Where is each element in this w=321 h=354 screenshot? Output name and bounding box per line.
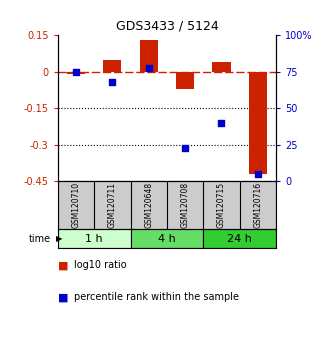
Text: 24 h: 24 h xyxy=(227,234,252,244)
Bar xyxy=(103,60,121,72)
Text: GSM120710: GSM120710 xyxy=(72,182,81,228)
Title: GDS3433 / 5124: GDS3433 / 5124 xyxy=(116,20,218,33)
Text: GSM120715: GSM120715 xyxy=(217,182,226,228)
Bar xyxy=(176,72,194,89)
Text: ■: ■ xyxy=(58,292,68,302)
Text: percentile rank within the sample: percentile rank within the sample xyxy=(74,292,239,302)
Bar xyxy=(249,72,267,174)
Text: ▶: ▶ xyxy=(56,234,63,243)
Text: 4 h: 4 h xyxy=(158,234,176,244)
Point xyxy=(255,171,260,177)
Text: GSM120648: GSM120648 xyxy=(144,182,153,228)
Point xyxy=(146,65,151,70)
Bar xyxy=(203,229,276,248)
Bar xyxy=(213,62,230,72)
Text: GSM120716: GSM120716 xyxy=(253,182,262,228)
Text: GSM120711: GSM120711 xyxy=(108,182,117,228)
Point xyxy=(219,120,224,126)
Point xyxy=(74,69,79,75)
Text: log10 ratio: log10 ratio xyxy=(74,261,126,270)
Bar xyxy=(140,40,158,72)
Bar xyxy=(67,72,85,74)
Text: GSM120708: GSM120708 xyxy=(181,182,190,228)
Bar xyxy=(131,229,203,248)
Text: 1 h: 1 h xyxy=(85,234,103,244)
Point xyxy=(183,145,188,151)
Bar xyxy=(58,229,131,248)
Text: time: time xyxy=(29,234,51,244)
Point xyxy=(110,79,115,85)
Text: ■: ■ xyxy=(58,261,68,270)
